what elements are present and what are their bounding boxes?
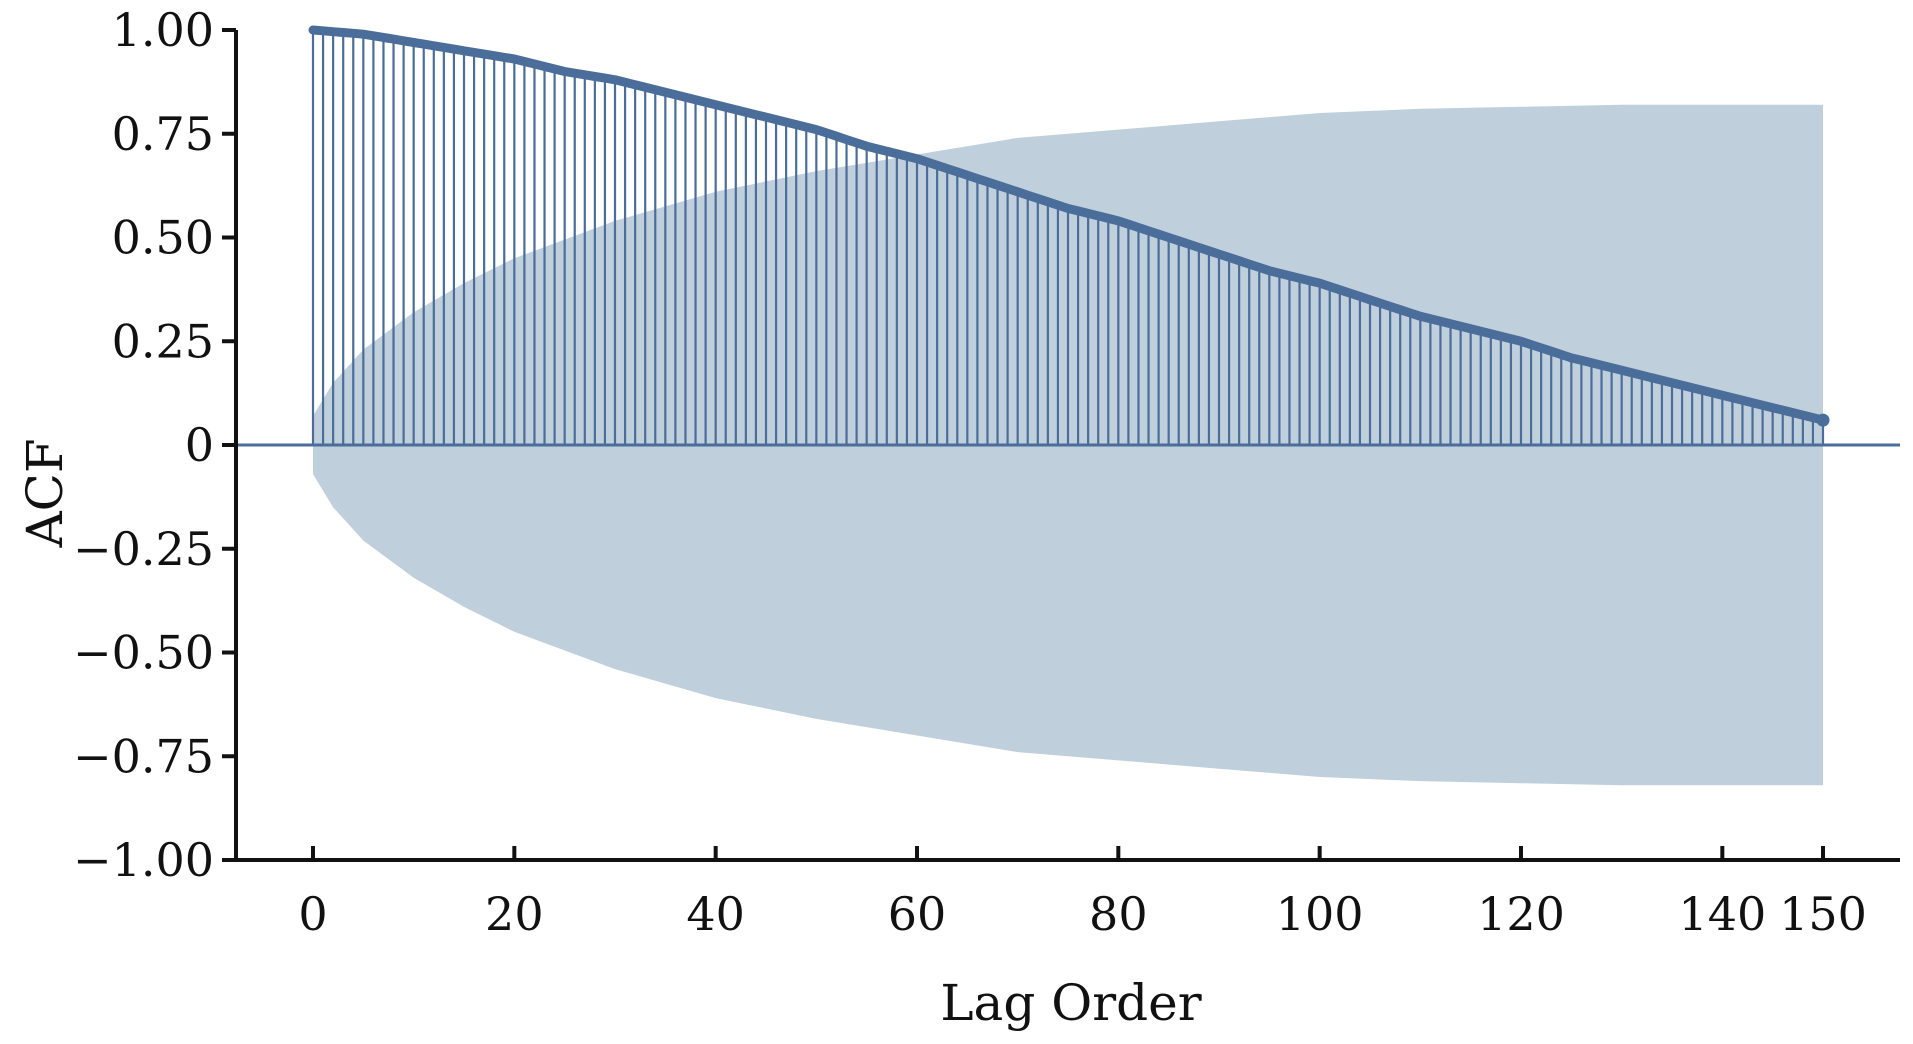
x-tick-label: 100 — [1276, 887, 1364, 941]
x-tick-label: 140 — [1678, 887, 1766, 941]
y-tick-label: 0.50 — [112, 211, 214, 265]
y-axis-title: ACF — [16, 438, 74, 548]
x-ticks: 0 20 40 60 80 100 120 140 150 — [298, 846, 1867, 941]
stem-layer — [308, 25, 1830, 445]
acf-end-marker — [1816, 413, 1830, 427]
x-axis-title: Lag Order — [940, 974, 1201, 1032]
y-tick-label: 0.75 — [112, 107, 214, 161]
y-tick-label: 0 — [185, 418, 214, 472]
x-tick-label: 60 — [888, 887, 947, 941]
acf-marker-line — [308, 25, 1828, 425]
x-tick-label: 80 — [1089, 887, 1148, 941]
x-tick-label: 20 — [485, 887, 544, 941]
y-tick-label: −0.75 — [73, 729, 214, 783]
x-tick-label: 120 — [1477, 887, 1565, 941]
y-tick-label: −1.00 — [73, 833, 214, 887]
y-tick-label: 1.00 — [112, 3, 214, 57]
x-tick-label: 150 — [1779, 887, 1867, 941]
y-ticks: 1.00 0.75 0.50 0.25 0 −0.25 −0.50 −0.75 −1.00 — [73, 3, 236, 887]
x-tick-label: 40 — [686, 887, 745, 941]
x-tick-label: 0 — [298, 887, 327, 941]
y-tick-label: −0.50 — [73, 626, 214, 680]
y-tick-label: 0.25 — [112, 314, 214, 368]
y-tick-label: −0.25 — [73, 522, 214, 576]
